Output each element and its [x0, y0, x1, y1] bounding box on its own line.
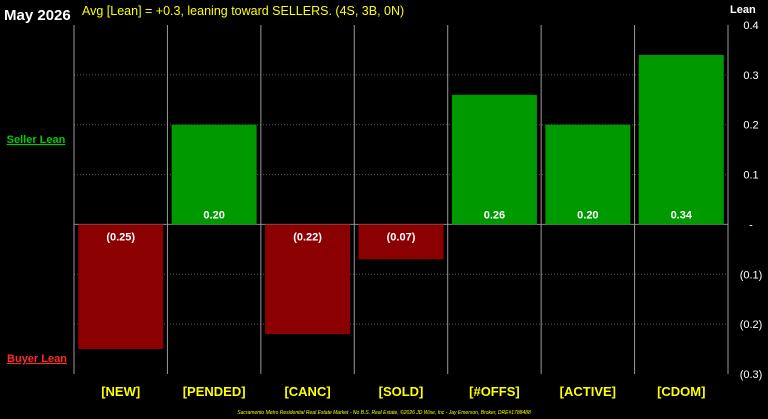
category-label: [SOLD] — [379, 384, 424, 399]
period-title: May 2026 — [4, 7, 71, 24]
y-axis: 0.4 0.3 0.2 0.1 - (0.1) (0.2) (0.3) — [740, 20, 763, 381]
bar — [545, 124, 631, 225]
y-tick-label: (0.2) — [740, 319, 763, 331]
bar — [171, 124, 257, 225]
value-label: 0.26 — [484, 209, 505, 221]
bar — [451, 94, 537, 225]
category-label: [#OFFS] — [469, 384, 520, 399]
y-tick-label: 0.4 — [743, 20, 758, 32]
value-label: 0.20 — [577, 209, 598, 221]
footer-credit: Sacramento Metro Residential Real Estate… — [237, 409, 531, 416]
value-label: (0.22) — [293, 231, 322, 243]
x-axis: [NEW] [PENDED] [CANC] [SOLD] [#OFFS] [ACTIVE]… — [101, 384, 705, 399]
y-tick-label: (0.1) — [740, 269, 763, 281]
y-tick-label: 0.2 — [743, 120, 758, 132]
bar — [265, 224, 351, 335]
summary-title: Avg [Lean] = +0.3, leaning toward SELLER… — [82, 4, 404, 18]
value-label: 0.34 — [671, 209, 693, 221]
bar — [638, 54, 724, 225]
category-label: [CDOM] — [657, 384, 705, 399]
value-label: 0.20 — [203, 209, 224, 221]
value-label: (0.07) — [387, 231, 416, 243]
category-label: [NEW] — [101, 384, 140, 399]
category-label: [PENDED] — [183, 384, 246, 399]
seller-lean-label: Seller Lean — [7, 134, 66, 146]
category-label: [ACTIVE] — [560, 384, 616, 399]
bar — [358, 224, 444, 260]
value-labels: (0.25) 0.20 (0.22) (0.07) 0.26 0.20 0.34 — [106, 209, 693, 243]
value-label: (0.25) — [106, 231, 135, 243]
bar — [78, 224, 164, 350]
y-tick-label: 0.3 — [743, 70, 758, 82]
y-axis-title: Lean — [730, 4, 756, 16]
bars — [78, 54, 724, 350]
y-tick-label: 0.1 — [743, 170, 758, 182]
category-label: [CANC] — [284, 384, 330, 399]
buyer-lean-label: Buyer Lean — [7, 353, 67, 365]
y-tick-label: - — [749, 219, 753, 231]
y-tick-label: (0.3) — [740, 369, 763, 381]
